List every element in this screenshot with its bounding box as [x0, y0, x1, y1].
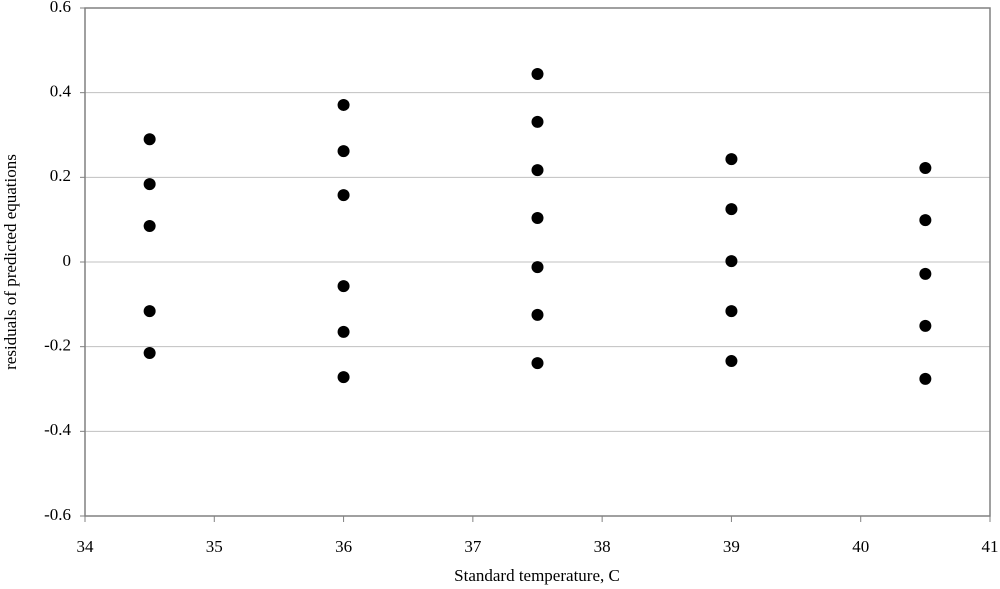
- point: [531, 164, 544, 177]
- point: [337, 325, 350, 338]
- point: [725, 305, 738, 318]
- x-tick-label: 39: [723, 537, 740, 556]
- point: [725, 255, 738, 268]
- point: [531, 68, 544, 81]
- point: [725, 355, 738, 368]
- y-tick-label: 0.2: [50, 166, 71, 185]
- x-tick-label: 37: [464, 537, 482, 556]
- point: [143, 220, 156, 233]
- point: [143, 133, 156, 146]
- y-tick-label: 0: [63, 251, 72, 270]
- point: [919, 214, 932, 227]
- point: [337, 98, 350, 111]
- point: [337, 280, 350, 293]
- point: [725, 153, 738, 166]
- x-tick-label: 34: [77, 537, 95, 556]
- point: [531, 211, 544, 224]
- x-tick-label: 36: [335, 537, 352, 556]
- point: [919, 319, 932, 332]
- plot-frame: [84, 7, 991, 517]
- y-axis-label: residuals of predicted equations: [1, 154, 20, 370]
- y-tick-label: -0.4: [44, 420, 71, 439]
- point: [919, 162, 932, 175]
- x-axis-label: Standard temperature, C: [454, 566, 620, 585]
- x-tick-label: 41: [982, 537, 999, 556]
- point: [531, 115, 544, 128]
- point: [143, 305, 156, 318]
- y-tick-label: -0.2: [44, 336, 71, 355]
- point: [337, 145, 350, 158]
- point: [531, 357, 544, 370]
- x-tick-label: 35: [206, 537, 223, 556]
- y-tick-label: 0.6: [50, 0, 71, 16]
- point: [337, 189, 350, 202]
- point: [919, 267, 932, 280]
- point: [143, 347, 156, 360]
- point: [337, 371, 350, 384]
- x-tick-label: 40: [852, 537, 869, 556]
- point: [919, 372, 932, 385]
- y-tick-label: -0.6: [44, 505, 71, 524]
- y-tick-label: 0.4: [50, 82, 72, 101]
- point: [725, 203, 738, 216]
- x-tick-label: 38: [594, 537, 611, 556]
- point: [531, 261, 544, 274]
- point: [531, 308, 544, 321]
- point: [143, 178, 156, 191]
